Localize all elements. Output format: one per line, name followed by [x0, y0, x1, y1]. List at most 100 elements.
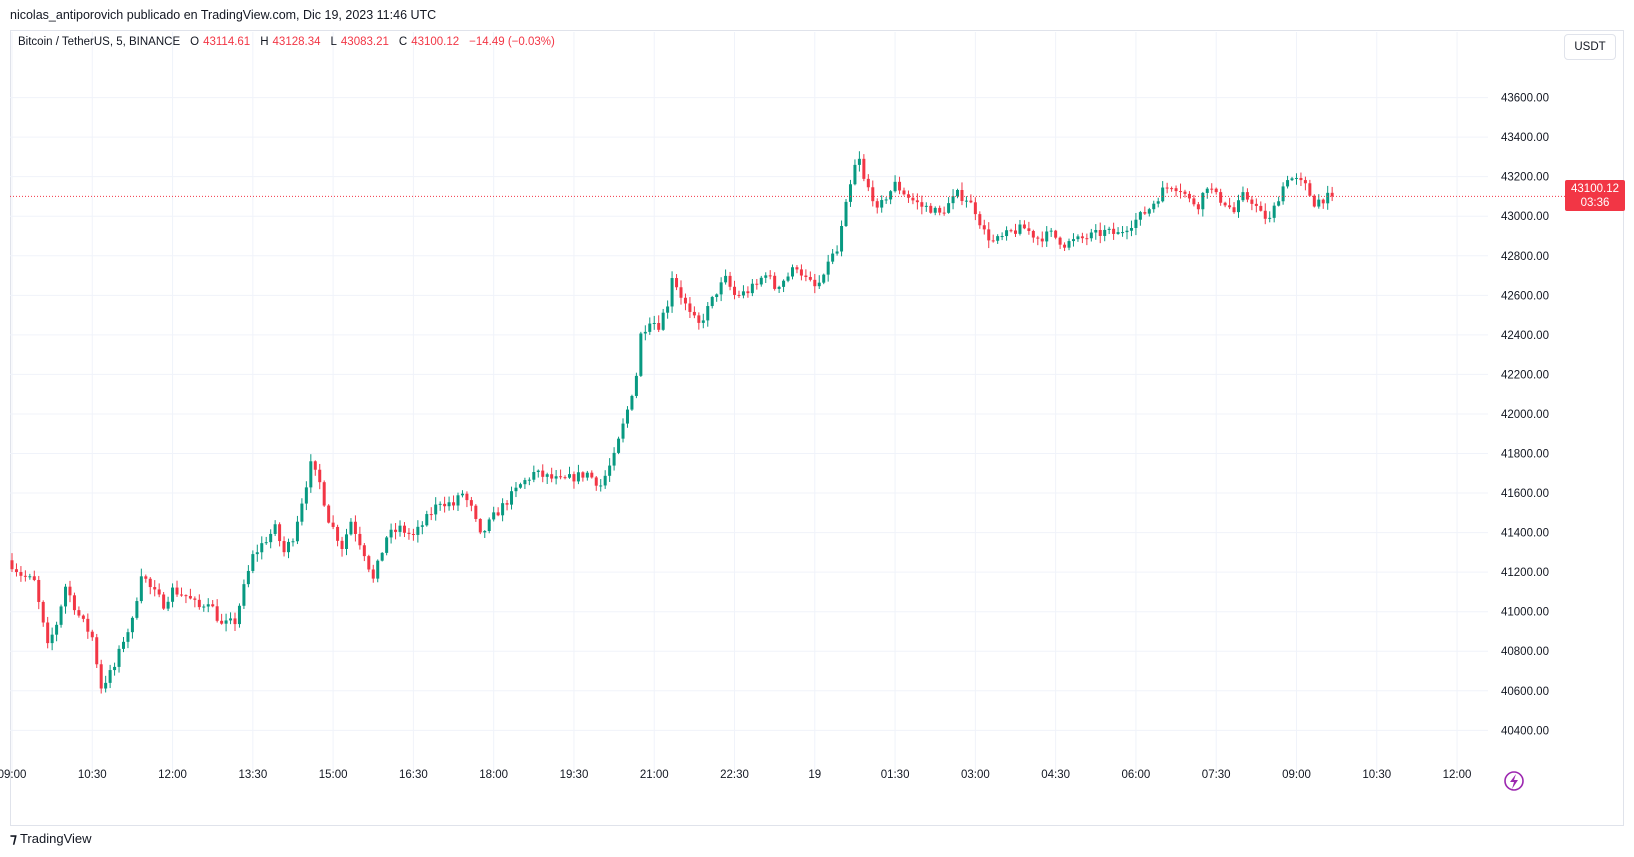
candle-body: [23, 575, 27, 577]
candle-body: [848, 184, 852, 202]
candle-body: [1179, 191, 1183, 193]
candle-body: [893, 181, 897, 192]
symbol-name[interactable]: Bitcoin / TetherUS, 5, BINANCE: [18, 36, 181, 48]
candle-body: [1223, 202, 1227, 206]
candle-body: [1014, 230, 1017, 234]
candle-body: [233, 618, 237, 625]
price-tag-countdown: 03:36: [1581, 197, 1610, 209]
candle-body: [37, 579, 41, 602]
candle-body: [1147, 209, 1151, 214]
y-tick-label: 42800.00: [1501, 251, 1549, 263]
candle-body: [55, 624, 59, 635]
candle-body: [1214, 188, 1218, 193]
candle-body: [1232, 207, 1236, 213]
candle-body: [171, 587, 175, 602]
candle-body: [1071, 239, 1075, 242]
candle-body: [608, 465, 612, 476]
candle-body: [1294, 177, 1298, 179]
candle-body: [10, 560, 14, 570]
candle-body: [108, 670, 112, 683]
x-tick-label: 18:00: [479, 769, 508, 781]
candle-body: [215, 606, 219, 621]
candle-body: [1067, 241, 1071, 248]
y-tick-label: 42400.00: [1501, 330, 1549, 342]
candle-body: [817, 282, 821, 287]
brand-name[interactable]: TradingView: [19, 831, 92, 846]
candle-body: [313, 461, 317, 470]
candle-body: [28, 576, 32, 578]
tradingview-logo-icon[interactable]: ⁊: [10, 830, 17, 846]
candle-body: [844, 201, 848, 227]
candle-body: [987, 229, 991, 241]
candle-body: [68, 586, 72, 596]
candle-body: [246, 570, 250, 585]
candle-body: [1321, 199, 1325, 204]
candle-body: [764, 275, 768, 278]
candle-body: [728, 275, 732, 287]
candle-body: [496, 512, 500, 516]
candle-body: [1259, 205, 1263, 211]
candle-body: [996, 236, 1000, 241]
candle-body: [1210, 188, 1214, 190]
candle-body: [951, 196, 955, 204]
candle-body: [947, 203, 951, 213]
candle-body: [559, 476, 563, 478]
symbol-legend: Bitcoin / TetherUS, 5, BINANCE O 43114.61…: [18, 36, 561, 48]
candle-body: [862, 158, 866, 179]
candle-body: [1107, 228, 1111, 230]
candle-body: [148, 578, 152, 588]
y-tick-label: 42000.00: [1501, 409, 1549, 421]
candle-body: [1049, 230, 1053, 232]
x-tick-label: 22:30: [720, 769, 749, 781]
candle-body: [554, 476, 558, 479]
candle-body: [670, 278, 674, 307]
candle-body: [938, 207, 942, 213]
time-axis: 09:00 10:30 12:00 13:30 15:00 16:30 18:00 19:30…: [0, 769, 1471, 781]
candle-body: [755, 283, 759, 285]
candle-body: [826, 261, 830, 275]
candle-body: [237, 605, 241, 625]
x-tick-label: 03:00: [961, 769, 990, 781]
candle-body: [1063, 244, 1067, 248]
candle-body: [518, 484, 522, 488]
candle-body: [50, 634, 54, 644]
candle-body: [532, 472, 536, 480]
candle-body: [791, 267, 794, 277]
candle-body: [750, 283, 754, 294]
candle-body: [875, 201, 879, 208]
candle-body: [933, 207, 937, 213]
x-tick-label: 12:00: [158, 769, 187, 781]
candle-body: [759, 277, 763, 285]
x-tick-label: 07:30: [1202, 769, 1231, 781]
lightning-icon[interactable]: [1504, 771, 1524, 791]
candle-body: [1250, 199, 1254, 204]
candle-body: [683, 297, 687, 304]
candle-body: [139, 576, 143, 602]
candle-body: [1183, 191, 1187, 194]
candle-body: [1036, 237, 1040, 239]
candle-body: [492, 512, 496, 520]
candle-body: [1165, 187, 1169, 189]
candle-body: [416, 526, 420, 535]
y-tick-label: 43200.00: [1501, 172, 1549, 184]
candle-body: [1022, 224, 1026, 229]
candle-body: [1330, 192, 1334, 197]
candle-body: [144, 576, 148, 579]
candle-body: [90, 631, 94, 638]
candle-body: [353, 521, 357, 534]
candle-body: [1303, 180, 1307, 184]
candle-body: [260, 543, 264, 553]
currency-button[interactable]: USDT: [1564, 34, 1616, 60]
candle-body: [469, 500, 473, 506]
chart-grid: [10, 32, 1488, 770]
candle-body: [898, 181, 902, 191]
y-tick-label: 41400.00: [1501, 528, 1549, 540]
candle-body: [443, 503, 447, 507]
candle-body: [407, 532, 411, 534]
y-tick-label: 42600.00: [1501, 290, 1549, 302]
candle-body: [465, 493, 469, 501]
low-value: 43083.21: [340, 36, 389, 48]
candle-body: [724, 275, 728, 283]
candle-body: [1138, 212, 1142, 220]
